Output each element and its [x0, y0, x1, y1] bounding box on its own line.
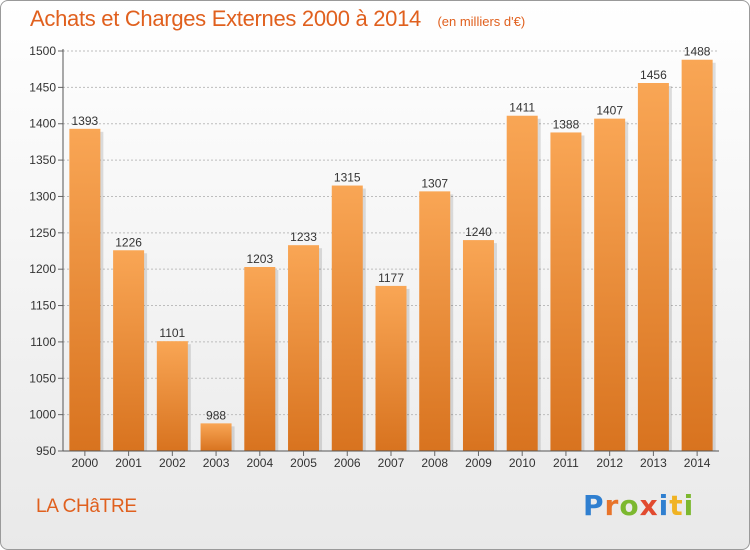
x-tick-label: 2000	[72, 456, 99, 470]
bar	[331, 185, 363, 451]
bar-value-label: 1407	[596, 104, 623, 118]
commune-name: LA CHâTRE	[36, 496, 137, 517]
bar-value-label: 1226	[115, 235, 142, 249]
bar-value-label: 1315	[334, 171, 361, 185]
y-tick-label: 1100	[30, 335, 56, 349]
bar	[200, 423, 232, 451]
y-tick-label: 1250	[29, 226, 56, 240]
bar	[681, 59, 713, 452]
bar	[419, 191, 451, 451]
bar-value-label: 1307	[421, 176, 448, 190]
y-tick-label: 1150	[30, 299, 56, 313]
x-tick-label: 2006	[334, 456, 361, 470]
bar-value-label: 1203	[246, 252, 273, 266]
x-tick-label: 2014	[684, 456, 711, 470]
bar-value-label: 1411	[509, 101, 535, 115]
bar-value-label: 1488	[684, 45, 711, 59]
bar	[637, 83, 669, 451]
x-tick-label: 2009	[465, 456, 492, 470]
logo-letter: o	[619, 489, 640, 522]
y-tick-label: 1500	[29, 44, 56, 58]
x-tick-label: 2010	[509, 456, 536, 470]
bar	[375, 285, 407, 451]
bar-value-label: 988	[206, 408, 226, 422]
x-tick-label: 2011	[553, 456, 579, 470]
bar	[113, 250, 145, 451]
chart-unit-note: (en milliers d'€)	[437, 14, 526, 29]
logo-letter: i	[683, 489, 695, 522]
bar-value-label: 1233	[290, 230, 317, 244]
bar	[506, 115, 538, 452]
x-tick-label: 2008	[421, 456, 448, 470]
y-tick-label: 1050	[29, 371, 56, 385]
logo-letter: x	[639, 489, 659, 522]
bar	[288, 245, 320, 451]
bars	[69, 59, 716, 452]
bar-value-label: 1393	[72, 114, 99, 128]
y-tick-label: 1350	[29, 153, 56, 167]
proxiti-logo: Proxiti	[583, 489, 694, 522]
x-tick-label: 2002	[159, 456, 186, 470]
logo-letter: i	[658, 489, 670, 522]
y-tick-label: 1400	[29, 117, 56, 131]
y-tick-label: 1000	[29, 408, 56, 422]
bar	[156, 341, 188, 451]
x-tick-label: 2003	[203, 456, 230, 470]
chart-title: Achats et Charges Externes 2000 à 2014 (…	[30, 6, 525, 32]
bar	[244, 267, 276, 451]
logo-letter: P	[583, 489, 605, 522]
chart-title-text: Achats et Charges Externes 2000 à 2014	[30, 6, 421, 31]
y-tick-label: 950	[36, 444, 56, 458]
bar	[594, 118, 626, 452]
y-tick-label: 1450	[29, 80, 56, 94]
bar	[550, 132, 582, 452]
x-tick-label: 2001	[115, 456, 142, 470]
x-tick-label: 2004	[246, 456, 273, 470]
bar	[462, 240, 494, 451]
logo-letter: t	[669, 489, 684, 522]
x-tick-label: 2012	[596, 456, 623, 470]
x-tick-label: 2007	[378, 456, 405, 470]
bar-value-label: 1177	[378, 271, 404, 285]
logo-letter: r	[604, 489, 620, 522]
bar-value-label: 1388	[553, 117, 580, 131]
labels: 950 1000 1050 1100 1150 1200 1250 1300 1350 1400 1…	[29, 44, 711, 470]
axes	[58, 49, 719, 456]
bar	[69, 128, 101, 451]
bar-value-label: 1240	[465, 225, 492, 239]
bar-value-label: 1101	[159, 326, 185, 340]
y-tick-label: 1300	[29, 189, 56, 203]
x-tick-label: 2013	[640, 456, 667, 470]
y-tick-label: 1200	[29, 262, 56, 276]
x-tick-label: 2005	[290, 456, 317, 470]
bar-value-label: 1456	[640, 68, 667, 82]
